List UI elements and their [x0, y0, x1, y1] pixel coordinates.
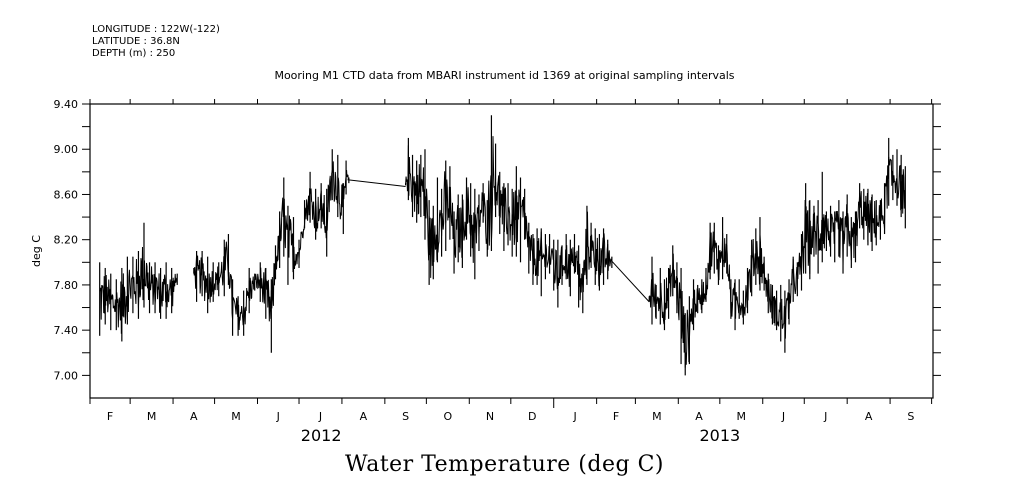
y-tick-label: 7.40 [54, 324, 79, 337]
data-layer [99, 115, 906, 376]
y-tick-label: 8.20 [54, 234, 79, 247]
series-segment [405, 115, 613, 314]
depth-label: DEPTH (m) : 250 [92, 48, 176, 59]
y-tick-label: 9.40 [54, 98, 79, 111]
x-month-label: S [907, 410, 914, 423]
series-segment [611, 260, 650, 303]
plot-frame [89, 103, 934, 399]
y-tick-label: 9.00 [54, 143, 79, 156]
gap-connector-line [347, 179, 406, 188]
x-month-label: O [443, 410, 452, 423]
longitude-label: LONGITUDE : 122W(-122) [92, 24, 220, 35]
x-month-label: A [360, 410, 368, 423]
x-month-label: M [147, 410, 157, 423]
x-year-label: 2013 [699, 426, 740, 445]
x-month-label: J [318, 410, 322, 423]
x-month-label: M [652, 410, 662, 423]
axes-layer: 7.00 7.40 7.80 8.20 8.60 9.00 9.40 F M A M J J A S O N D J… [54, 98, 941, 445]
x-month-label: J [823, 410, 827, 423]
y-tick-label: 8.60 [54, 188, 79, 201]
x-month-label: M [231, 410, 241, 423]
temperature-trace [648, 156, 906, 368]
latitude-label: LATITUDE : 36.8N [92, 36, 180, 47]
x-month-label: J [573, 410, 577, 423]
y-tick-label: 7.80 [54, 279, 79, 292]
series-segment [193, 149, 350, 353]
x-month-label: N [486, 410, 494, 423]
x-month-label: M [737, 410, 747, 423]
y-axis-label: deg C [30, 235, 43, 267]
gap-connector-line [611, 260, 650, 303]
x-month-label: F [107, 410, 113, 423]
x-month-label: A [865, 410, 873, 423]
metadata-block: LONGITUDE : 122W(-122) LATITUDE : 36.8N … [92, 24, 220, 60]
x-month-label: D [528, 410, 536, 423]
series-segment [347, 179, 406, 188]
x-month-label: J [781, 410, 785, 423]
x-month-label: A [190, 410, 198, 423]
y-tick-label: 7.00 [54, 369, 79, 382]
variable-title: Water Temperature (deg C) [345, 452, 664, 477]
series-segment [99, 222, 178, 342]
x-month-label: J [276, 410, 280, 423]
x-month-label: A [695, 410, 703, 423]
plot-title: Mooring M1 CTD data from MBARI instrumen… [274, 69, 735, 82]
series-segment [648, 137, 906, 376]
x-month-label: F [613, 410, 619, 423]
x-year-label: 2012 [301, 426, 342, 445]
x-month-label: S [402, 410, 409, 423]
